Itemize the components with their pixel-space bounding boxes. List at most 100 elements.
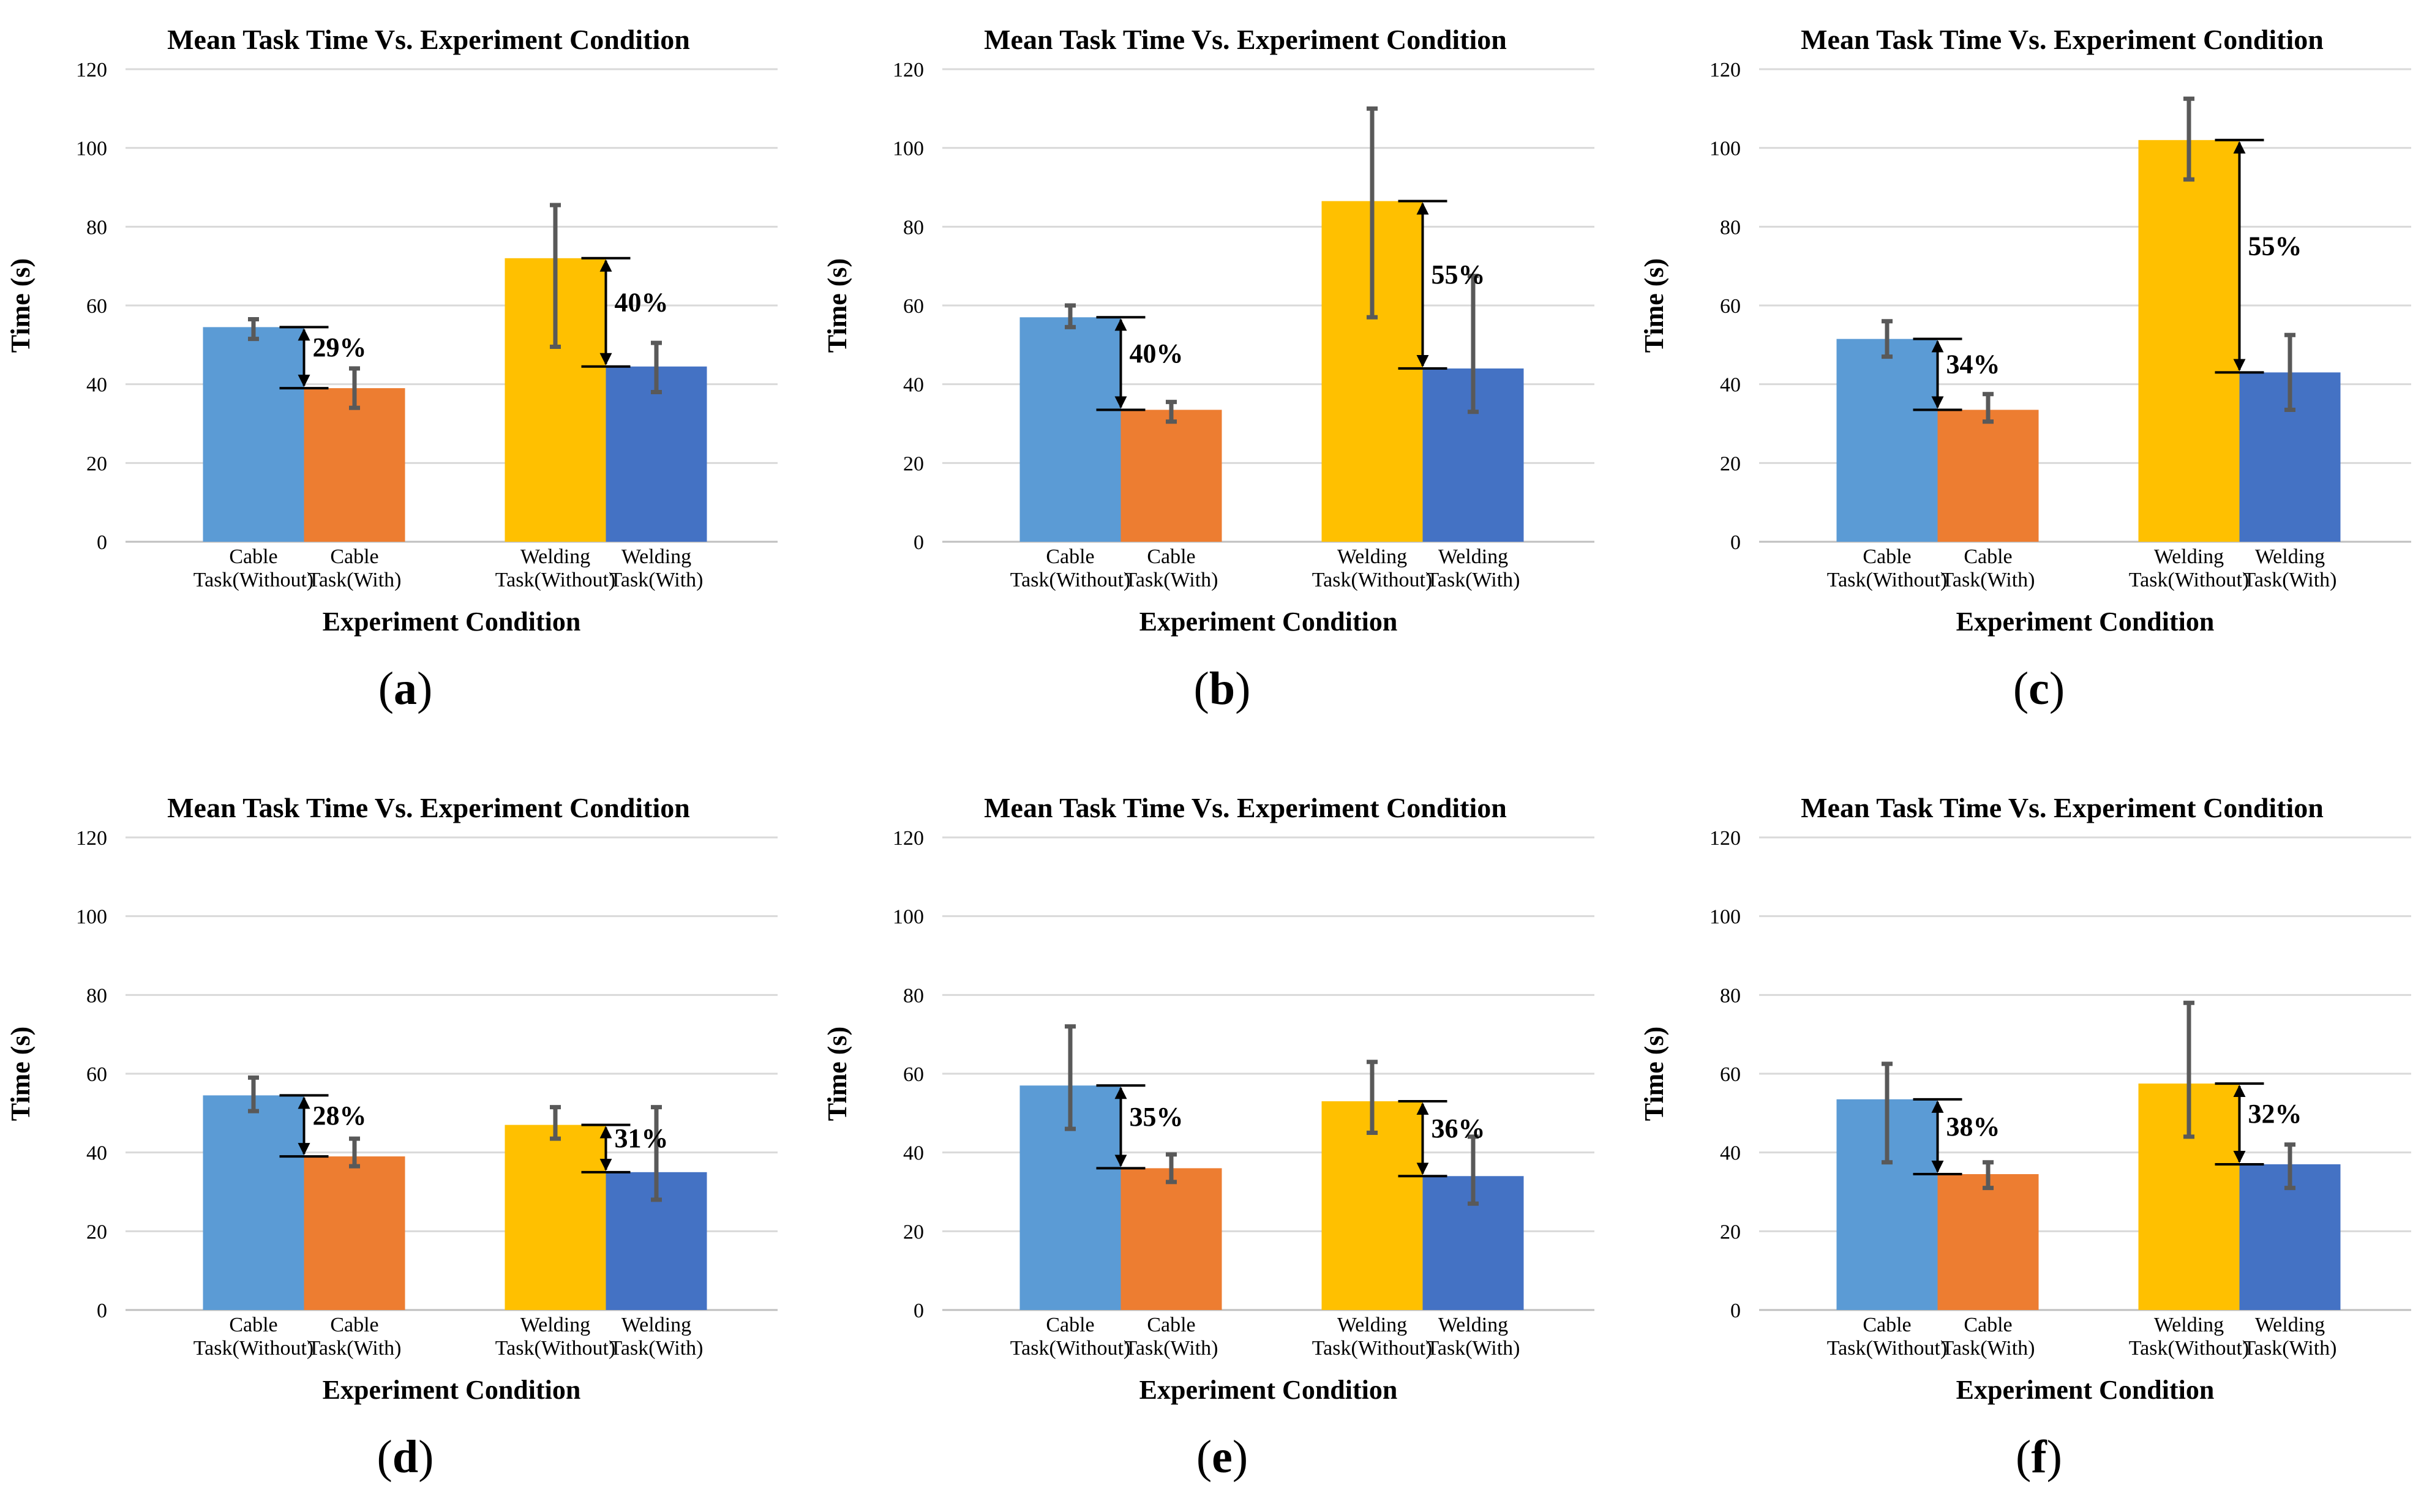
chart-title: Mean Task Time Vs. Experiment Condition	[1801, 24, 2324, 55]
reduction-label: 36%	[1432, 1113, 1485, 1143]
error-bar	[248, 317, 259, 342]
y-tick-label: 40	[86, 374, 107, 397]
y-tick-label: 60	[1720, 1063, 1741, 1086]
y-tick-label: 40	[1720, 1142, 1741, 1165]
y-axis-label: Time (s)	[822, 1027, 852, 1121]
reduction-label: 29%	[313, 332, 367, 362]
y-tick-label: 80	[903, 984, 924, 1007]
y-tick-label: 120	[76, 827, 107, 850]
y-tick-label: 20	[1720, 1221, 1741, 1243]
reduction-annotation: 31%	[581, 1123, 669, 1173]
x-category-label: Task(With)	[308, 569, 402, 591]
panel-label-f: (f)	[2016, 1431, 2062, 1483]
reduction-label: 35%	[1130, 1102, 1184, 1132]
y-tick-label: 120	[76, 59, 107, 81]
reduction-annotation: 29%	[279, 326, 367, 390]
x-axis-label: Experiment Condition	[323, 1375, 581, 1405]
reduction-annotation: 38%	[1913, 1098, 2000, 1176]
error-bar	[1367, 1060, 1378, 1135]
y-tick-label: 40	[1720, 374, 1741, 397]
reduction-label: 32%	[2248, 1099, 2302, 1129]
error-bar	[1983, 392, 1994, 424]
bar-cable-with	[1120, 1168, 1222, 1310]
y-tick-label: 0	[97, 531, 107, 554]
reduction-label: 28%	[313, 1101, 367, 1131]
x-category-label: Cable	[1964, 545, 2012, 568]
x-category-label: Cable	[1147, 545, 1195, 568]
y-axis-label: Time (s)	[6, 1027, 36, 1121]
y-tick-label: 80	[86, 216, 107, 239]
x-category-label: Welding	[1438, 545, 1508, 568]
x-category-label: Cable	[229, 545, 277, 568]
error-bar	[349, 1136, 360, 1169]
bar-cable-with	[304, 1156, 405, 1310]
error-bar	[651, 340, 662, 395]
y-tick-label: 80	[903, 216, 924, 239]
chart-panel-b: Mean Task Time Vs. Experiment Condition 0…	[817, 0, 1627, 756]
y-tick-label: 20	[86, 1221, 107, 1243]
y-tick-label: 80	[1720, 216, 1741, 239]
reduction-annotation: 55%	[2215, 138, 2302, 374]
x-category-label: Task(Without)	[1010, 1337, 1130, 1360]
x-category-label: Task(Without)	[2129, 1337, 2249, 1360]
y-tick-label: 60	[86, 1063, 107, 1086]
chart-f-svg: Mean Task Time Vs. Experiment Condition 0…	[1639, 792, 2411, 1405]
x-axis-label: Experiment Condition	[1139, 1375, 1398, 1405]
bar-welding-without	[1321, 1101, 1423, 1310]
x-category-label: Task(With)	[308, 1337, 402, 1360]
reduction-annotation: 28%	[279, 1094, 367, 1158]
y-tick-label: 100	[76, 138, 107, 160]
y-axis-label: Time (s)	[1639, 1027, 1669, 1121]
x-category-label: Task(Without)	[1312, 569, 1432, 591]
reduction-annotation: 55%	[1398, 200, 1485, 370]
error-bar	[1166, 1152, 1177, 1185]
x-category-label: Welding	[2255, 545, 2325, 568]
x-category-label: Task(With)	[2243, 569, 2337, 591]
reduction-annotation: 34%	[1913, 337, 2000, 411]
chart-title: Mean Task Time Vs. Experiment Condition	[167, 792, 690, 823]
error-bar	[1065, 303, 1076, 329]
chart-a-svg: Mean Task Time Vs. Experiment Condition 0…	[6, 24, 778, 637]
x-category-label: Task(Without)	[1312, 1337, 1432, 1360]
x-category-label: Task(With)	[1427, 1337, 1520, 1360]
error-bar	[1882, 1061, 1893, 1165]
y-tick-label: 60	[903, 1063, 924, 1086]
x-axis-label: Experiment Condition	[1956, 607, 2215, 637]
bar-cable-without	[203, 327, 304, 542]
x-category-label: Task(Without)	[2129, 569, 2249, 591]
y-axis-label: Time (s)	[6, 258, 36, 353]
y-tick-label: 20	[86, 452, 107, 475]
x-category-label: Cable	[1863, 545, 1911, 568]
bar-cable-with	[1937, 1174, 2039, 1310]
y-tick-label: 100	[1710, 906, 1741, 929]
chart-panel-f: Mean Task Time Vs. Experiment Condition 0…	[1634, 768, 2432, 1512]
x-category-label: Task(Without)	[1010, 569, 1130, 591]
error-bar	[550, 1105, 561, 1141]
chart-title: Mean Task Time Vs. Experiment Condition	[167, 24, 690, 55]
chart-title: Mean Task Time Vs. Experiment Condition	[1801, 792, 2324, 823]
reduction-annotation: 40%	[581, 256, 669, 368]
y-tick-label: 100	[893, 906, 924, 929]
x-category-label: Task(With)	[1942, 1337, 2035, 1360]
chart-panel-a: Mean Task Time Vs. Experiment Condition 0…	[0, 0, 811, 756]
y-tick-label: 100	[76, 906, 107, 929]
chart-panel-e: Mean Task Time Vs. Experiment Condition 0…	[817, 768, 1627, 1512]
y-tick-label: 60	[903, 295, 924, 318]
y-tick-label: 20	[1720, 452, 1741, 475]
chart-d-svg: Mean Task Time Vs. Experiment Condition 0…	[6, 792, 778, 1405]
bar-cable-with	[304, 388, 405, 542]
chart-title: Mean Task Time Vs. Experiment Condition	[984, 792, 1507, 823]
x-category-label: Cable	[229, 1314, 277, 1336]
x-category-label: Cable	[1863, 1314, 1911, 1336]
panel-label-d: (d)	[377, 1431, 434, 1483]
x-category-label: Task(Without)	[1827, 1337, 1947, 1360]
x-category-label: Cable	[330, 545, 378, 568]
reduction-label: 34%	[1946, 350, 2000, 380]
y-axis-label: Time (s)	[822, 258, 852, 353]
reduction-annotation: 32%	[2215, 1082, 2302, 1166]
x-category-label: Task(Without)	[193, 569, 313, 591]
error-bar	[2284, 1142, 2295, 1191]
y-tick-label: 40	[903, 1142, 924, 1165]
y-tick-label: 100	[893, 138, 924, 160]
